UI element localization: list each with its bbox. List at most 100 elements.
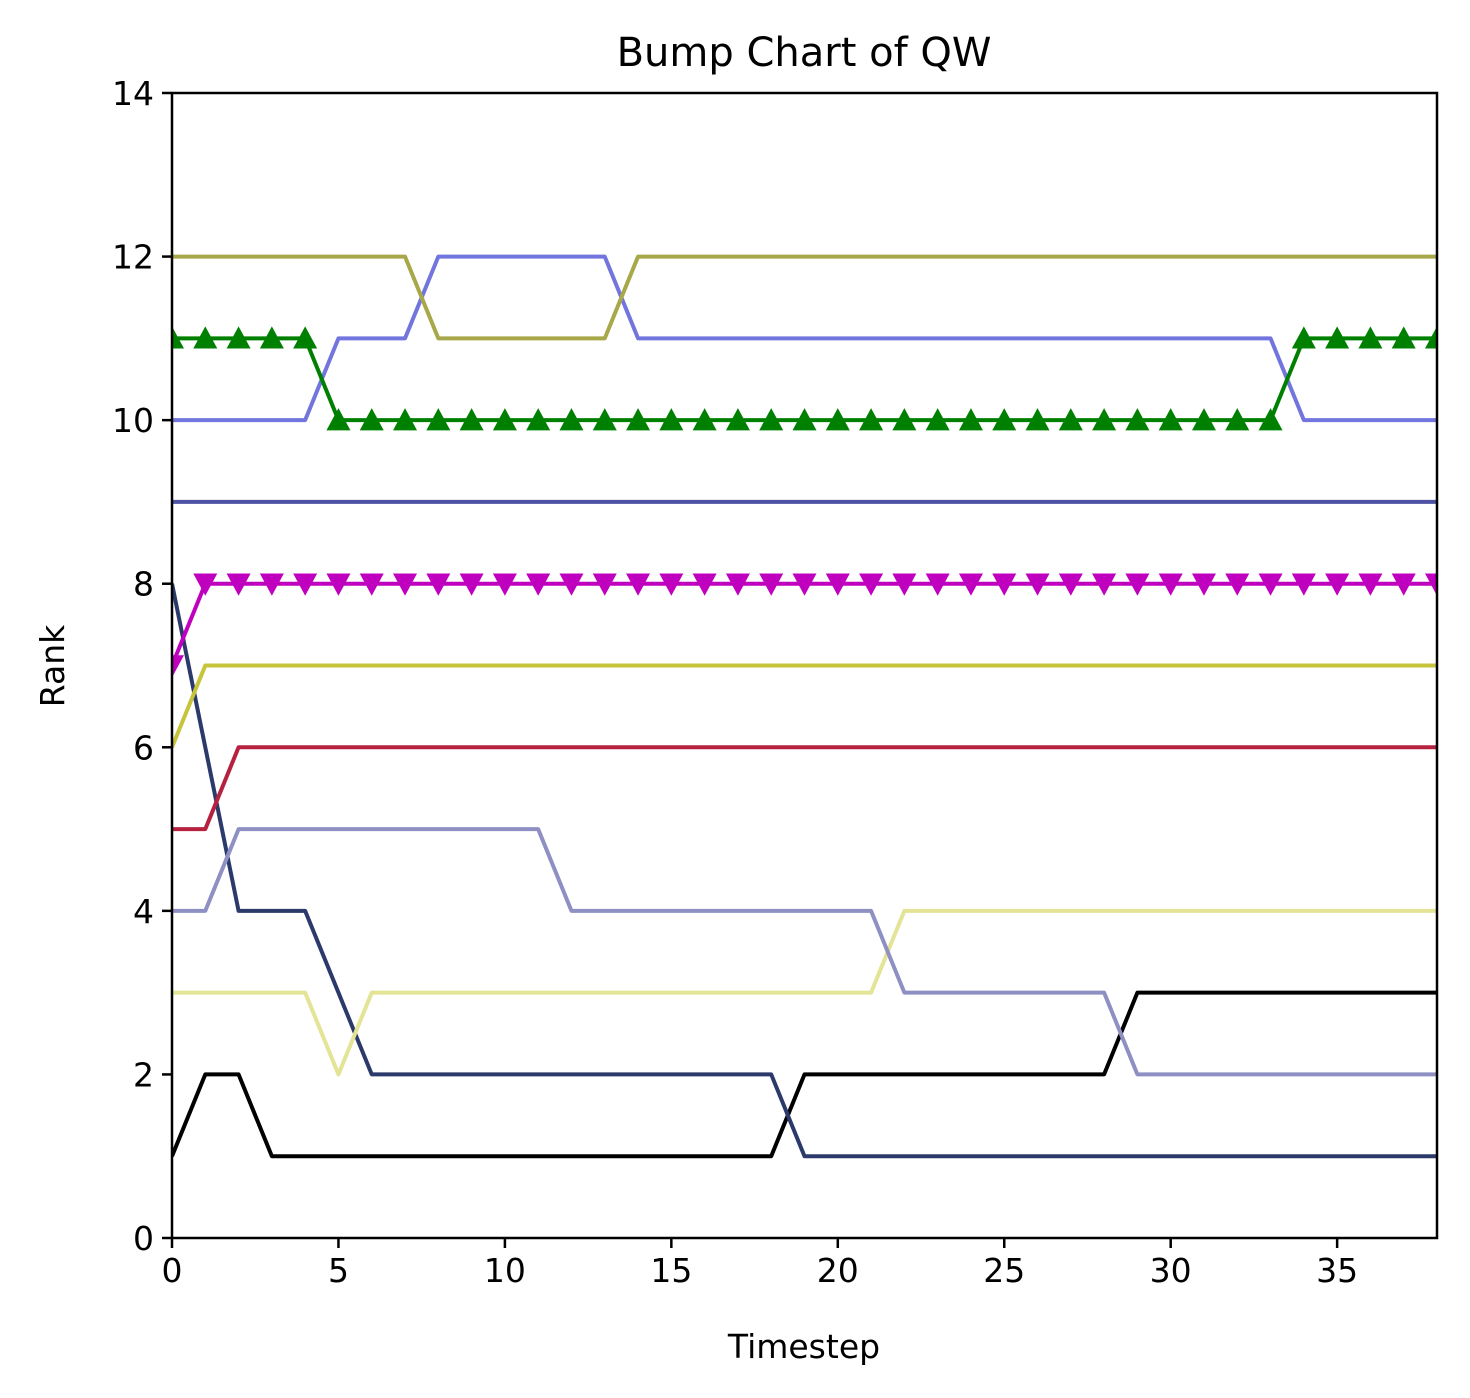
series-6-marker — [859, 573, 884, 596]
y-tick-label: 6 — [133, 728, 154, 767]
series-6-marker — [393, 573, 418, 596]
series-9-marker — [992, 408, 1017, 431]
series-layer — [172, 254, 1437, 1159]
x-axis-title: Timestep — [727, 1327, 880, 1366]
series-6-marker — [226, 573, 251, 596]
series-9-marker — [592, 408, 617, 431]
series-9-marker — [792, 408, 817, 431]
series-6-marker — [526, 573, 551, 596]
series-6-marker — [659, 573, 684, 596]
series-9-marker — [172, 326, 184, 349]
series-9-marker — [393, 408, 418, 431]
y-tick-label: 4 — [133, 892, 154, 931]
series-9-marker — [1191, 408, 1216, 431]
series-9-marker — [958, 408, 983, 431]
x-tick-label: 25 — [983, 1251, 1025, 1290]
series-6-marker — [1391, 573, 1416, 596]
series-9-marker — [226, 326, 251, 349]
series-9-marker — [892, 408, 917, 431]
y-tick-label: 2 — [133, 1055, 154, 1094]
y-tick-label: 14 — [112, 74, 154, 113]
series-6-marker — [1158, 573, 1183, 596]
series-6-marker — [326, 573, 351, 596]
series-9-marker — [1258, 408, 1283, 431]
series-9-marker — [626, 408, 651, 431]
series-9-marker — [1325, 326, 1350, 349]
series-6-marker — [1191, 573, 1216, 596]
series-9-marker — [526, 408, 551, 431]
series-6-marker — [426, 573, 451, 596]
y-tick-label: 8 — [133, 565, 154, 604]
series-9-marker — [925, 408, 950, 431]
series-6-marker — [1092, 573, 1117, 596]
series-6-marker — [1258, 573, 1283, 596]
series-9-marker — [659, 408, 684, 431]
series-6-marker — [1425, 573, 1437, 596]
y-tick-label: 10 — [112, 401, 154, 440]
series-9-marker — [1391, 326, 1416, 349]
plot-frame — [170, 91, 1439, 1240]
series-6-marker — [925, 573, 950, 596]
x-tick-label: 35 — [1316, 1251, 1358, 1290]
series-4-line — [172, 745, 1437, 832]
x-tick-label: 5 — [328, 1251, 349, 1290]
x-tick-label: 20 — [817, 1251, 859, 1290]
series-9-marker — [859, 408, 884, 431]
series-9-marker — [559, 408, 584, 431]
x-tick-label: 0 — [162, 1251, 183, 1290]
series-6-marker — [725, 573, 750, 596]
series-6-marker — [293, 573, 318, 596]
series-6-marker — [1025, 573, 1050, 596]
series-6-marker — [1358, 573, 1383, 596]
chart-title: Bump Chart of QW — [617, 30, 992, 76]
series-9-marker — [193, 326, 218, 349]
series-9-marker — [459, 408, 484, 431]
series-9-marker — [692, 408, 717, 431]
series-6-marker — [1291, 573, 1316, 596]
series-6-marker — [259, 573, 284, 596]
series-9-marker — [1158, 408, 1183, 431]
series-6-marker — [492, 573, 517, 596]
series-9-marker — [725, 408, 750, 431]
x-tick-label: 30 — [1150, 1251, 1192, 1290]
series-6-marker — [1058, 573, 1083, 596]
axes-layer: 0 5 10 15 20 25 30 35 0 2 4 6 8 10 12 14 — [112, 74, 1439, 1290]
series-9-marker — [259, 326, 284, 349]
series-3-line — [172, 827, 1437, 1077]
series-9-marker — [1092, 408, 1117, 431]
series-9-marker — [359, 408, 384, 431]
y-tick-label: 12 — [112, 238, 154, 277]
series-6-marker — [592, 573, 617, 596]
y-tick-label: 0 — [133, 1219, 154, 1258]
series-6-marker — [193, 573, 218, 596]
series-9-marker — [759, 408, 784, 431]
series-9-marker — [1125, 408, 1150, 431]
series-6-marker — [958, 573, 983, 596]
series-9-marker — [326, 408, 351, 431]
series-9-line — [172, 336, 1437, 423]
series-9-marker — [1225, 408, 1250, 431]
series-9-marker — [825, 408, 850, 431]
series-10-line — [172, 254, 1437, 341]
series-5-line — [172, 663, 1437, 749]
series-0-line — [172, 990, 1437, 1159]
series-6-marker — [1125, 573, 1150, 596]
series-2-line — [172, 908, 1437, 1077]
series-6-marker — [992, 573, 1017, 596]
series-6-marker — [692, 573, 717, 596]
series-8-line — [172, 254, 1437, 423]
y-axis-title: Rank — [33, 624, 72, 707]
series-1-line — [172, 583, 1437, 1159]
series-6-marker — [626, 573, 651, 596]
series-9-marker — [1358, 326, 1383, 349]
series-9-marker — [1025, 408, 1050, 431]
x-tick-label: 10 — [484, 1251, 526, 1290]
series-6-marker — [172, 655, 184, 678]
series-6-marker — [1325, 573, 1350, 596]
series-6-line — [172, 581, 1437, 667]
series-9-marker — [1058, 408, 1083, 431]
series-6-marker — [459, 573, 484, 596]
series-6-marker — [359, 573, 384, 596]
